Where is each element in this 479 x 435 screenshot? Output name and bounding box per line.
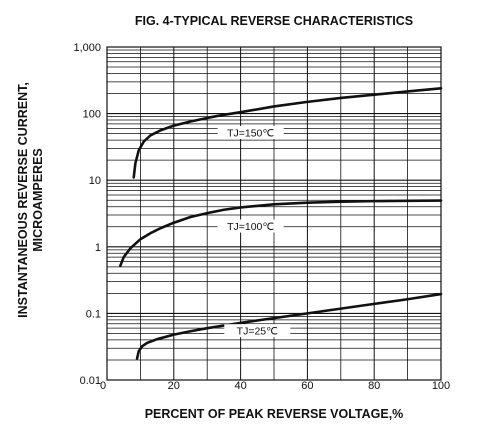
y-tick-label: 1	[95, 242, 101, 254]
y-tick-label: 100	[83, 109, 101, 121]
y-tick-label: 0.01	[80, 375, 101, 387]
x-tick-label: 80	[368, 380, 380, 392]
series-group	[119, 86, 443, 360]
x-tick-labels: 0 20 40 60 80 100	[100, 380, 450, 392]
series-line-1	[119, 199, 443, 268]
x-axis-title: PERCENT OF PEAK REVERSE VOLTAGE,%	[145, 407, 404, 421]
y-tick-label: 1,000	[73, 42, 101, 54]
plot-frame	[106, 46, 442, 381]
y-axis-title-line-1: INSTANTANEOUS REVERSE CURRENT,	[16, 82, 30, 318]
curve-labels: TJ=150℃ TJ=100℃ TJ=25℃	[217, 126, 291, 338]
x-tick-label: 20	[168, 380, 180, 392]
series-label-2: TJ=25℃	[237, 326, 278, 338]
series-label-bg-1	[217, 219, 284, 233]
series-label-1: TJ=100℃	[227, 221, 274, 233]
series-label-0: TJ=150℃	[227, 128, 274, 140]
series-label-bg-2	[224, 324, 291, 338]
y-tick-label: 0.1	[86, 308, 101, 320]
chart-title: FIG. 4-TYPICAL REVERSE CHARACTERISTICS	[135, 14, 413, 28]
series-line-2	[135, 292, 443, 360]
y-tick-label: 10	[89, 175, 101, 187]
x-tick-label: 0	[100, 380, 106, 392]
x-tick-label: 40	[234, 380, 246, 392]
y-axis-title-line-2: MICROAMPERES	[31, 148, 45, 251]
y-tick-labels: 0.01 0.1 1 10 100 1,000	[73, 42, 101, 387]
series-line-0	[132, 86, 443, 179]
series-label-bg-0	[217, 126, 284, 140]
x-tick-label: 60	[301, 380, 313, 392]
x-tick-label: 100	[432, 380, 450, 392]
